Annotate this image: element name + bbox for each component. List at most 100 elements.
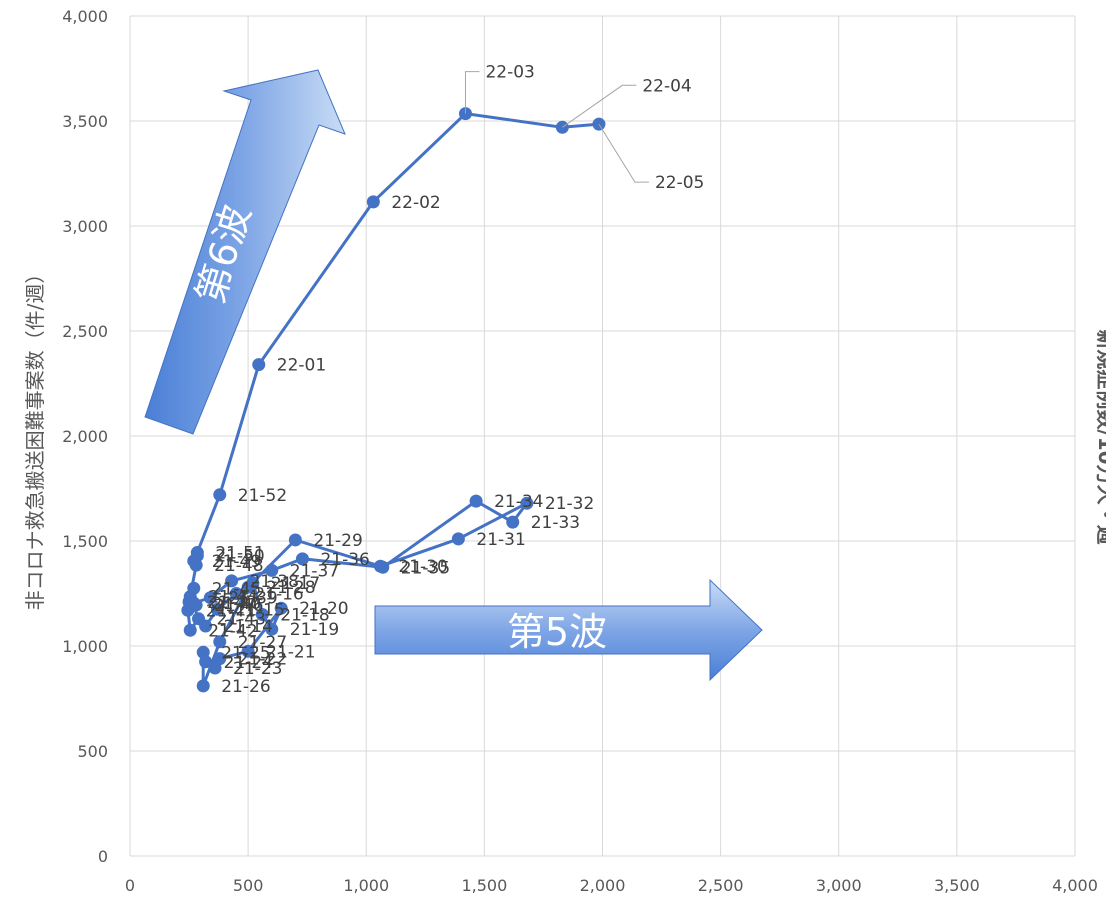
y-tick-label: 1,500 <box>62 532 108 551</box>
data-point <box>241 644 255 658</box>
y-tick-label: 1,000 <box>62 637 108 656</box>
point-label: 21-31 <box>476 530 525 550</box>
data-point <box>208 661 222 675</box>
data-point <box>366 195 380 209</box>
data-point <box>192 612 206 626</box>
y-axis-title: 非コロナ救急搬送困難事案数（件/週） <box>23 264 47 611</box>
point-label: 21-45 <box>212 579 261 599</box>
point-label: 21-36 <box>320 550 369 570</box>
y-tick-label: 3,500 <box>62 112 108 131</box>
point-label: 21-49 <box>212 552 261 572</box>
point-label: 21-17 <box>271 574 320 594</box>
y-tick-label: 500 <box>77 742 108 761</box>
point-label: 22-02 <box>391 193 440 213</box>
point-label: 21-51 <box>215 544 264 564</box>
data-point <box>225 574 239 588</box>
series-layer <box>181 107 606 693</box>
point-label: 21-16 <box>254 585 303 605</box>
x-tick-label: 0 <box>125 876 135 895</box>
point-label: 21-37 <box>290 561 339 581</box>
data-point <box>213 488 227 502</box>
data-point <box>288 533 302 547</box>
point-label: 21-38 <box>250 572 299 592</box>
point-label: 21-35 <box>401 558 450 578</box>
x-tick-label: 4,000 <box>1052 876 1098 895</box>
label-leader-line <box>562 84 637 128</box>
y-tick-label: 0 <box>98 847 108 866</box>
label-leader-line <box>464 71 480 114</box>
point-label: 21-29 <box>313 531 362 551</box>
point-label: 21-15 <box>235 600 284 620</box>
data-point <box>520 496 534 510</box>
data-point <box>295 552 309 566</box>
point-label: 21-41 <box>206 601 255 621</box>
point-label: 21-39 <box>228 589 277 609</box>
point-label: 21-22 <box>238 650 287 670</box>
point-label: 22-01 <box>277 356 326 376</box>
x-tick-label: 3,000 <box>816 876 862 895</box>
data-point <box>183 623 197 637</box>
x-tick-label: 2,000 <box>580 876 626 895</box>
point-label: 21-21 <box>266 642 315 662</box>
point-label: 22-05 <box>655 173 704 193</box>
y-tick-label: 2,500 <box>62 322 108 341</box>
point-label: 21-24 <box>224 653 273 673</box>
data-point <box>213 635 227 649</box>
data-point <box>265 622 279 636</box>
y2-axis-title: 新規症例数/10万人・週 <box>1094 329 1106 544</box>
x-tick-label: 1,500 <box>461 876 507 895</box>
x-tick-label: 1,000 <box>343 876 389 895</box>
y-tick-label: 3,000 <box>62 217 108 236</box>
point-label: 21-32 <box>545 494 594 514</box>
point-label: 21-27 <box>238 633 287 653</box>
data-point <box>469 494 483 508</box>
tick-labels: 0 500 1,000 1,500 2,000 2,500 3,000 3,500 4,000 0… <box>62 7 1098 895</box>
point-label: 21-48 <box>214 556 263 576</box>
point-label: 21-23 <box>233 659 282 679</box>
point-label: 21-25 <box>221 643 270 663</box>
data-point <box>196 679 210 693</box>
data-point <box>182 595 196 609</box>
data-point <box>252 358 266 372</box>
point-label: 21-28 <box>266 578 315 598</box>
data-point <box>187 581 201 595</box>
point-label: 21-18 <box>280 606 329 626</box>
x-tick-label: 3,500 <box>934 876 980 895</box>
point-label: 21-46 <box>214 596 263 616</box>
point-label: 21-43 <box>217 610 266 630</box>
point-label: 21-19 <box>290 620 339 640</box>
data-point <box>196 645 210 659</box>
data-point <box>265 563 279 577</box>
x-tick-label: 500 <box>233 876 264 895</box>
data-point <box>255 608 269 621</box>
point-label: 21-30 <box>398 557 447 577</box>
data-point <box>592 117 606 131</box>
point-label: 21-50 <box>215 547 264 567</box>
y-tick-label: 2,000 <box>62 427 108 446</box>
data-point <box>451 532 465 546</box>
y-tick-label: 4,000 <box>62 7 108 26</box>
data-point <box>506 515 520 529</box>
data-point <box>274 601 288 615</box>
point-label: 21-26 <box>221 677 270 697</box>
x-tick-label: 2,500 <box>698 876 744 895</box>
point-label: 21-14 <box>224 617 273 637</box>
point-label: 21-47 <box>207 593 256 613</box>
point-label: 21-52 <box>238 486 287 506</box>
point-label: 21-20 <box>299 599 348 619</box>
wave5-label: 第5波 <box>507 610 607 654</box>
point-label: 22-04 <box>642 76 691 96</box>
point-label: 21-44 <box>208 588 257 608</box>
label-leader-line <box>598 123 649 183</box>
point-label: 21-33 <box>531 513 580 533</box>
wave5-arrow <box>374 578 763 682</box>
data-point <box>376 560 390 574</box>
point-label: 21-40 <box>212 594 261 614</box>
data-point <box>190 546 204 560</box>
data-point <box>241 580 255 594</box>
data-point <box>229 587 243 600</box>
point-label: 22-03 <box>485 63 534 83</box>
data-point <box>210 602 224 616</box>
